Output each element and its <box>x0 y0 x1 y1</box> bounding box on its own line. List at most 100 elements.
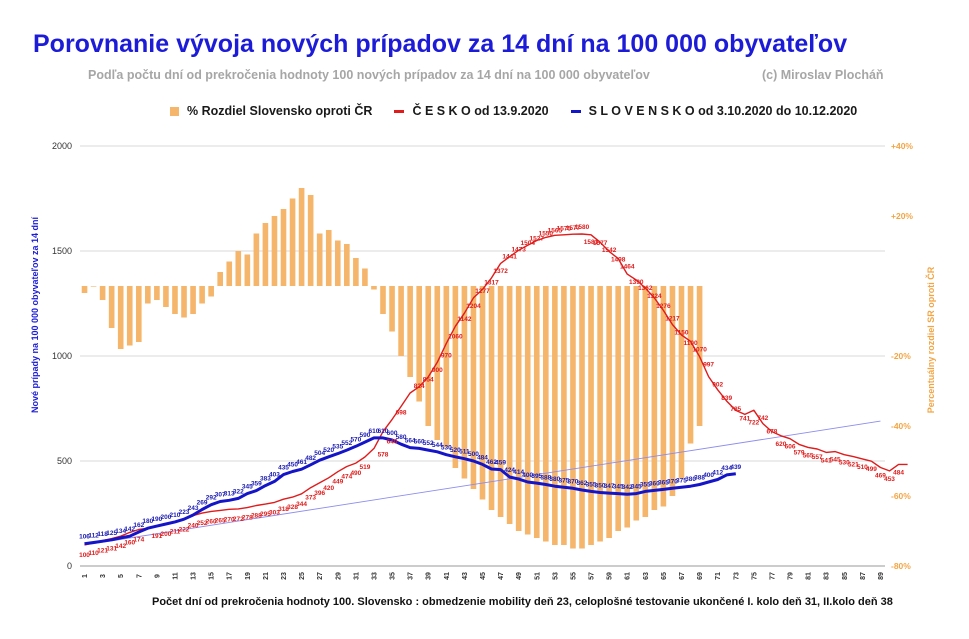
difference-bar <box>226 261 233 286</box>
difference-bar <box>316 233 323 286</box>
slovakia-data-label: 347 <box>604 483 615 490</box>
slovakia-data-label: 292 <box>206 495 217 502</box>
czech-data-label: 373 <box>305 495 316 502</box>
x-tick-label: 45 <box>480 572 487 580</box>
difference-bar <box>533 286 540 538</box>
slovakia-data-label: 380 <box>549 476 560 483</box>
czech-data-label: 474 <box>341 473 352 480</box>
difference-bar <box>235 251 242 286</box>
czech-data-label: 265 <box>215 517 226 524</box>
slovakia-data-label: 350 <box>595 483 606 490</box>
czech-data-label: 222 <box>179 526 190 533</box>
x-tick-label: 63 <box>643 572 650 580</box>
x-tick-label: 1 <box>82 574 89 578</box>
x-tick-label: 85 <box>842 572 849 580</box>
czech-data-label: 449 <box>332 479 343 486</box>
slovakia-data-label: 106 <box>79 534 90 541</box>
czech-data-label: 902 <box>712 382 723 389</box>
slovakia-data-label: 210 <box>170 512 181 519</box>
czech-data-label: 579 <box>794 449 805 456</box>
czech-data-label: 1276 <box>656 303 671 310</box>
slovakia-data-label: 359 <box>251 481 262 488</box>
difference-bar <box>398 286 404 356</box>
czech-data-label: 1060 <box>448 333 463 340</box>
x-tick-label: 47 <box>498 572 505 580</box>
author-credit: (c) Miroslav Plocháň <box>762 68 884 82</box>
difference-bar <box>588 286 594 545</box>
czech-data-label: 1324 <box>647 293 662 300</box>
y-tick-label-left: 2000 <box>52 141 72 151</box>
slovakia-data-label: 590 <box>359 432 370 439</box>
x-tick-label: 23 <box>281 572 288 580</box>
x-tick-label: 21 <box>263 572 270 580</box>
slovakia-data-label: 388 <box>694 475 705 482</box>
x-tick-label: 37 <box>408 572 415 580</box>
czech-data-label: 1100 <box>683 340 697 347</box>
slovakia-data-label: 600 <box>387 430 398 437</box>
slovakia-data-label: 520 <box>323 447 334 454</box>
czech-data-label: 295 <box>260 511 271 518</box>
x-tick-label: 81 <box>806 572 813 580</box>
slovakia-data-label: 375 <box>558 477 569 484</box>
czech-data-label: 100 <box>79 552 90 559</box>
difference-bar <box>244 254 251 286</box>
difference-bar <box>624 286 631 528</box>
czech-data-label: 1142 <box>457 316 471 323</box>
slovakia-data-label: 435 <box>278 465 289 472</box>
difference-bar <box>443 286 450 447</box>
czech-data-label: 606 <box>785 444 796 451</box>
czech-data-label: 121 <box>97 548 108 555</box>
x-tick-label: 75 <box>751 572 758 580</box>
czech-data-label: 200 <box>160 531 171 538</box>
czech-data-label: 741 <box>739 415 750 422</box>
difference-bar <box>479 286 486 500</box>
slovakia-data-label: 370 <box>568 478 579 485</box>
x-tick-label: 13 <box>191 572 198 580</box>
czech-data-label: 1580 <box>575 224 590 231</box>
chart-title: Porovnanie vývoja nových prípadov za 14 … <box>33 30 848 58</box>
slovakia-data-label: 564 <box>405 438 416 445</box>
slovakia-data-label: 414 <box>513 469 524 476</box>
x-axis-title: Počet dní od prekročenia hodnoty 100. Sl… <box>152 596 893 608</box>
czech-data-label: 620 <box>776 441 787 448</box>
x-tick-label: 71 <box>715 572 722 580</box>
difference-bar <box>407 286 413 377</box>
slovakia-data-label: 535 <box>332 444 343 451</box>
difference-bar <box>181 286 187 318</box>
slovakia-data-label: 190 <box>151 516 162 523</box>
czech-data-label: 499 <box>866 466 877 473</box>
difference-bar <box>117 286 124 349</box>
czech-data-label: 110 <box>88 550 99 557</box>
czech-data-label: 174 <box>133 536 144 543</box>
difference-bar <box>253 233 260 286</box>
czech-data-label: 260 <box>206 518 217 525</box>
chart-subtitle: Podľa počtu dní od prekročenia hodnoty 1… <box>88 68 650 82</box>
slovakia-data-label: 142 <box>124 526 135 533</box>
x-tick-label: 73 <box>733 572 740 580</box>
difference-bar <box>262 223 269 286</box>
slovakia-data-label: 530 <box>441 445 452 452</box>
legend-item-slovakia: S L O V E N S K O od 3.10.2020 do 10.12.… <box>570 104 857 118</box>
legend-slovakia-swatch <box>570 109 581 113</box>
slovakia-data-label: 580 <box>396 434 407 441</box>
difference-bar <box>570 286 576 549</box>
difference-bar <box>217 272 224 286</box>
x-tick-label: 7 <box>136 574 143 578</box>
slovakia-data-label: 125 <box>106 530 117 537</box>
czech-data-label: 742 <box>757 415 768 422</box>
slovakia-data-label: 162 <box>133 522 144 529</box>
difference-bar <box>452 286 459 468</box>
slovakia-data-label: 307 <box>215 492 226 499</box>
x-tick-label: 61 <box>625 572 632 580</box>
x-tick-label: 43 <box>462 572 469 580</box>
difference-bar <box>199 286 205 304</box>
czech-data-label: 854 <box>423 377 434 384</box>
czech-data-label: 578 <box>378 452 389 459</box>
czech-data-label: 344 <box>296 501 307 508</box>
difference-bar <box>371 286 377 290</box>
x-tick-label: 57 <box>589 572 596 580</box>
slovakia-data-label: 345 <box>613 484 624 491</box>
slovakia-data-label: 360 <box>649 480 660 487</box>
czech-data-label: 318 <box>278 506 289 513</box>
x-tick-label: 67 <box>679 572 686 580</box>
